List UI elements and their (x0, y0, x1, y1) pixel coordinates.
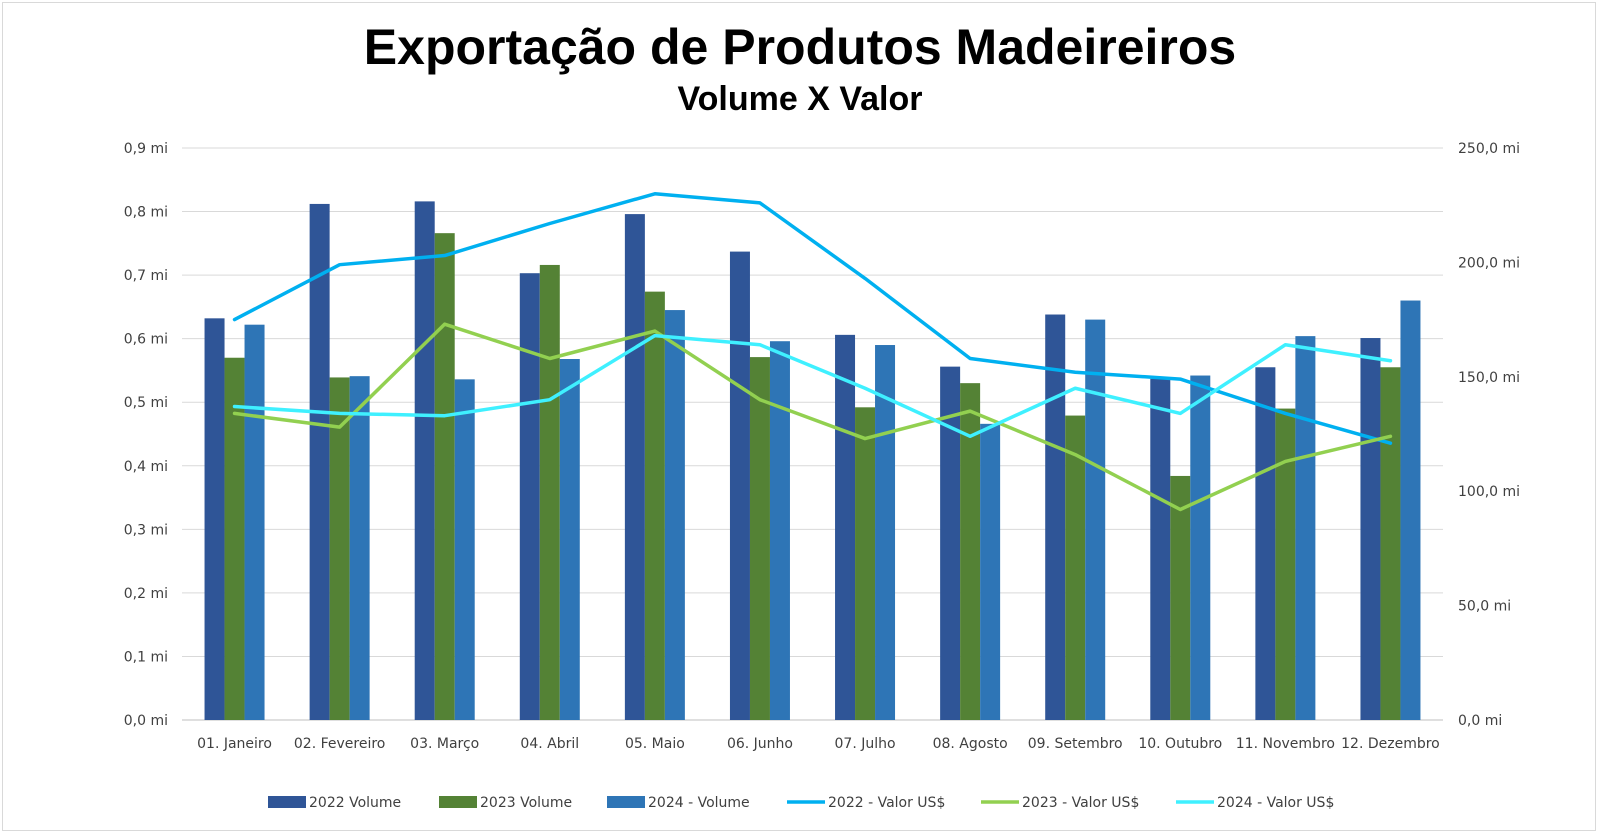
y-left-tick-label: 0,2 mi (124, 586, 168, 602)
y-left-tick-label: 0,6 mi (124, 332, 168, 348)
bar-2024-volume (1085, 319, 1106, 720)
legend-label: 2023 Volume (480, 795, 572, 811)
bar-2024-volume (559, 359, 580, 720)
bar-2022-volume (309, 203, 330, 720)
bar-2024-volume (349, 376, 370, 720)
axes: 0,0 mi 0,1 mi 0,2 mi 0,3 mi 0,4 mi 0,5 mi 0,6 … (124, 141, 1520, 752)
y-left-tick-label: 0,0 mi (124, 713, 168, 729)
x-tick-label: 08. Agosto (933, 736, 1008, 752)
bar-2023-volume (749, 357, 770, 720)
bar-2024-volume (875, 345, 896, 720)
bars (204, 201, 1421, 721)
x-tick-label: 03. Março (410, 736, 479, 752)
y-right-tick-label: 250,0 mi (1458, 141, 1520, 157)
bar-2024-volume (980, 423, 1001, 720)
y-right-tick-label: 0,0 mi (1458, 713, 1502, 729)
x-tick-label: 12. Dezembro (1341, 736, 1440, 752)
y-right-tick-label: 50,0 mi (1458, 599, 1511, 615)
chart-subtitle: Volume X Valor (677, 80, 923, 118)
line-2023-valor-us- (232, 322, 1393, 512)
bar-2022-volume (519, 273, 540, 720)
bar-2023-volume (1380, 367, 1401, 720)
bar-2022-volume (940, 366, 961, 720)
y-left-tick-label: 0,3 mi (124, 522, 168, 538)
x-tick-label: 05. Maio (625, 736, 685, 752)
line-2022-valor-us- (232, 192, 1393, 445)
y-left-tick-label: 0,5 mi (124, 395, 168, 411)
bar-2024-volume (1190, 375, 1211, 720)
bar-2023-volume (644, 291, 665, 720)
bar-2024-volume (454, 379, 475, 720)
bar-2024-volume (1295, 336, 1316, 720)
bar-2022-volume (414, 201, 435, 721)
x-tick-label: 02. Fevereiro (294, 736, 385, 752)
legend-label: 2022 - Valor US$ (828, 795, 945, 811)
y-right-tick-label: 200,0 mi (1458, 255, 1520, 271)
bar-2023-volume (224, 357, 245, 720)
legend-label: 2024 - Valor US$ (1217, 795, 1334, 811)
bar-2023-volume (434, 233, 455, 721)
gridlines (182, 147, 1443, 721)
bar-2024-volume (244, 324, 265, 720)
bar-2022-volume (729, 251, 750, 720)
y-left-tick-label: 0,8 mi (124, 205, 168, 221)
bar-2024-volume (664, 310, 685, 720)
bar-2022-volume (624, 214, 645, 720)
bar-2022-volume (204, 318, 225, 720)
x-tick-label: 11. Novembro (1236, 736, 1335, 752)
chart-title: Exportação de Produtos Madeireiros (363, 19, 1237, 75)
y-right-tick-label: 100,0 mi (1458, 484, 1520, 500)
bar-2023-volume (960, 383, 981, 720)
bar-2023-volume (329, 377, 350, 720)
y-left-tick-label: 0,4 mi (124, 459, 168, 475)
x-tick-label: 07. Julho (835, 736, 896, 752)
y-left-tick-label: 0,1 mi (124, 649, 168, 665)
legend-swatch (268, 796, 306, 808)
x-tick-label: 10. Outubro (1138, 736, 1222, 752)
bar-2023-volume (1275, 408, 1296, 720)
bar-2022-volume (1255, 367, 1276, 720)
x-tick-label: 09. Setembro (1028, 736, 1123, 752)
line-2024-valor-us- (232, 333, 1393, 439)
x-tick-label: 06. Junho (727, 736, 793, 752)
bar-2022-volume (1360, 338, 1381, 720)
legend-swatch (607, 796, 645, 808)
bar-2023-volume (539, 264, 560, 720)
x-tick-label: 01. Janeiro (197, 736, 272, 752)
value-lines (232, 192, 1393, 512)
bar-2023-volume (1170, 475, 1191, 720)
y-left-tick-label: 0,9 mi (124, 141, 168, 157)
bar-2023-volume (855, 407, 876, 720)
bar-2024-volume (769, 341, 790, 720)
legend-label: 2022 Volume (309, 795, 401, 811)
legend-label: 2024 - Volume (648, 795, 750, 811)
bar-2022-volume (1045, 314, 1066, 720)
y-left-tick-label: 0,7 mi (124, 268, 168, 284)
legend: 2022 Volume 2023 Volume 2024 - Volume 2022 … (268, 795, 1334, 811)
bar-2022-volume (835, 334, 856, 720)
legend-swatch (439, 796, 477, 808)
bar-2023-volume (1065, 415, 1086, 720)
legend-label: 2023 - Valor US$ (1022, 795, 1139, 811)
bar-2022-volume (1150, 378, 1171, 720)
bar-2024-volume (1400, 300, 1421, 720)
y-right-tick-label: 150,0 mi (1458, 370, 1520, 386)
x-tick-label: 04. Abril (520, 736, 579, 752)
